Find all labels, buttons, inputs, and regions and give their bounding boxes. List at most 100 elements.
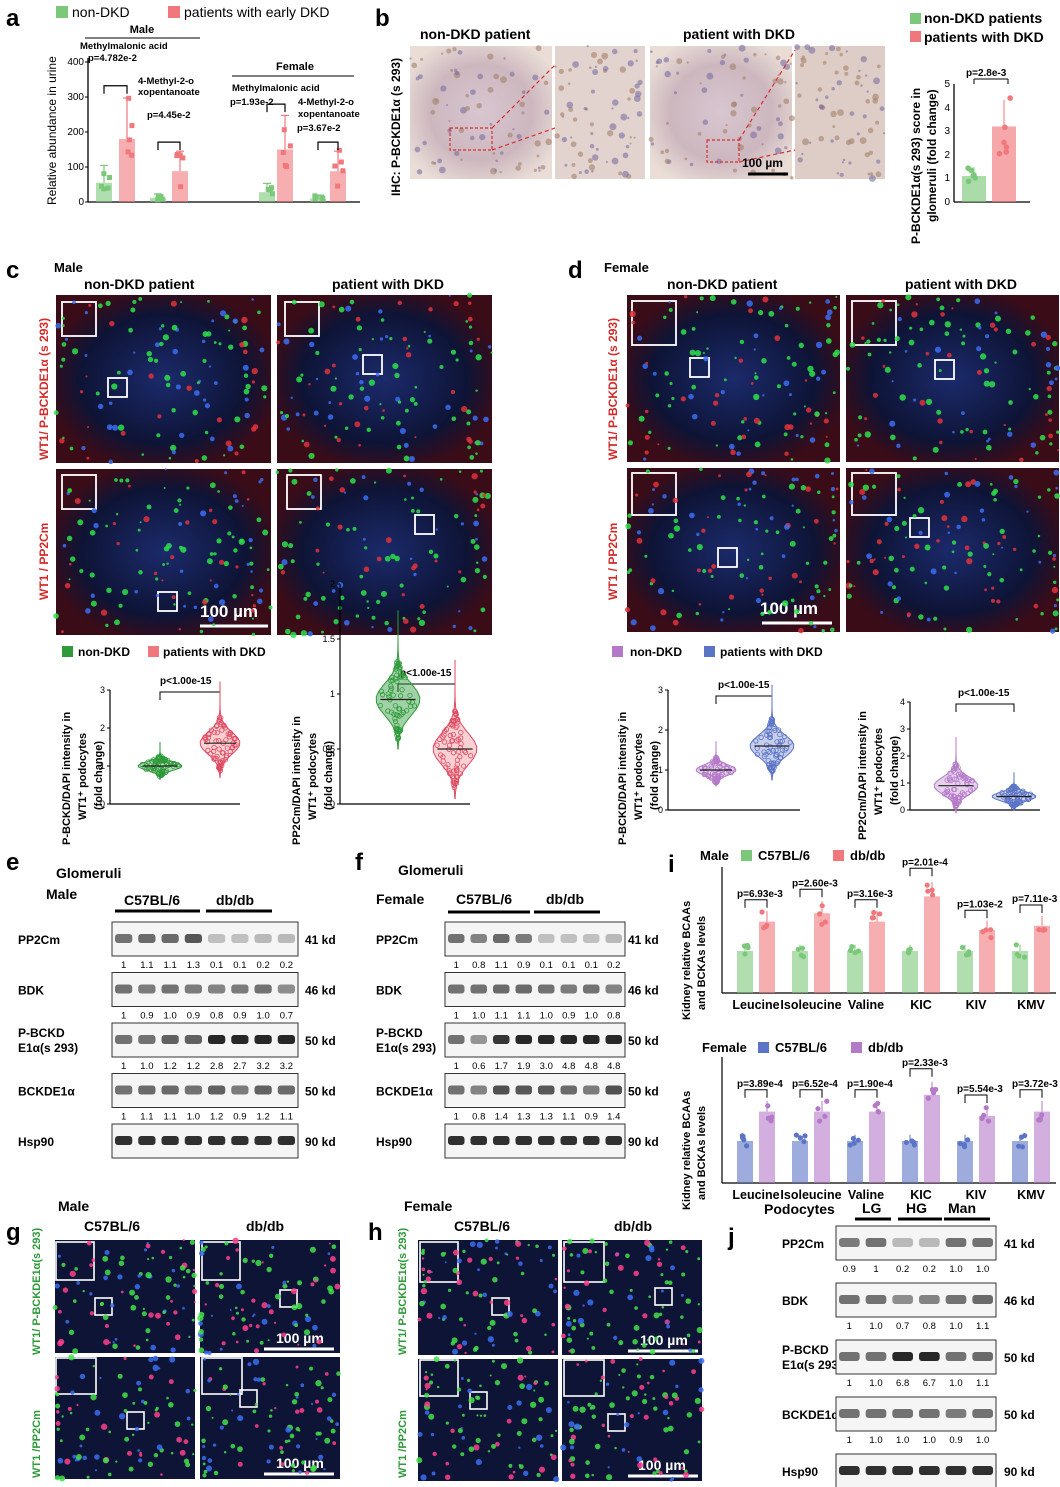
c-ylabel-2c: (fold change) bbox=[323, 741, 335, 810]
band-value: 4.8 bbox=[585, 1061, 598, 1072]
violin-point bbox=[1009, 801, 1015, 808]
i-point bbox=[929, 887, 935, 893]
violin-point bbox=[395, 735, 401, 741]
violin-point bbox=[411, 703, 418, 709]
tick-label: 0.5 bbox=[322, 744, 335, 754]
b-point bbox=[1007, 95, 1013, 101]
g-title-1: C57BL/6 bbox=[84, 1218, 140, 1234]
i-category: KIV bbox=[966, 1188, 988, 1202]
a-point bbox=[129, 123, 135, 129]
tick-label: 2 bbox=[658, 725, 663, 735]
i-pvalue: p=7.11e-3 bbox=[1012, 894, 1058, 905]
band-value: 1 bbox=[121, 1011, 126, 1022]
i-bar bbox=[814, 1111, 830, 1183]
d-title-nondkd: non-DKD patient bbox=[667, 276, 778, 292]
panel-a: non-DKD patients with early DKD Relative… bbox=[45, 4, 360, 208]
i-pvalue: p=2.33e-3 bbox=[902, 1058, 948, 1069]
d-micro-4 bbox=[846, 468, 1059, 632]
band-value: 3.0 bbox=[540, 1061, 553, 1072]
blot-band bbox=[231, 1035, 249, 1044]
c-row-label-1: WT1/ P-BCKDE1α (s 293) bbox=[37, 318, 51, 460]
d-pvalue-2: p<1.00e-15 bbox=[958, 688, 1010, 699]
i-bar bbox=[869, 1111, 885, 1183]
c-ylabel-1a: P-BCKD/DAPI intensity in bbox=[61, 711, 73, 845]
i-bar bbox=[792, 951, 808, 993]
i-sig-bracket bbox=[744, 899, 768, 908]
a-point bbox=[269, 185, 275, 191]
i-bar bbox=[792, 1141, 808, 1183]
blot-band bbox=[560, 1085, 577, 1095]
violin-point bbox=[219, 727, 225, 733]
band-value: 1.0 bbox=[187, 1112, 200, 1123]
i-bar bbox=[759, 1111, 775, 1183]
violin-point bbox=[408, 703, 414, 709]
violin-point bbox=[391, 711, 397, 717]
i-sig-bracket bbox=[744, 1089, 768, 1098]
c-ylabel-1c: (fold change) bbox=[93, 741, 105, 810]
panel-label-h: h bbox=[368, 1219, 383, 1246]
ihc-title-dkd: patient with DKD bbox=[683, 26, 795, 42]
i-sig-bracket bbox=[854, 899, 878, 908]
metabolite-2-female-b: xopentanoate bbox=[298, 109, 360, 120]
blot-band bbox=[115, 1085, 133, 1095]
i-ylabel-female-a: Kidney relative BCAAs bbox=[681, 1091, 693, 1210]
i-category: Leucine bbox=[732, 998, 779, 1012]
violin-point bbox=[139, 761, 145, 768]
violin-point bbox=[450, 723, 456, 729]
band-value: 0.9 bbox=[843, 1264, 856, 1275]
band-value: 1.0 bbox=[949, 1378, 962, 1389]
violin-point bbox=[782, 747, 788, 753]
violin-point bbox=[229, 745, 235, 751]
violin-point bbox=[216, 746, 222, 752]
h-scalebar-1: 100 µm bbox=[640, 1332, 688, 1348]
band-value: 0.7 bbox=[280, 1011, 293, 1022]
violin-point bbox=[758, 734, 764, 740]
c-row-label-2: WT1 / PP2Cm bbox=[37, 523, 51, 600]
band-value: 1.0 bbox=[585, 1011, 598, 1022]
g-sex: Male bbox=[58, 1198, 89, 1214]
g-row-label-1: WT1/ P-BCKDE1α(s 293) bbox=[31, 1227, 43, 1355]
band-value: 1.0 bbox=[472, 1011, 485, 1022]
blot-label: PP2Cm bbox=[18, 933, 60, 947]
d-micro-1 bbox=[627, 295, 840, 462]
i-bar bbox=[869, 921, 885, 993]
violin-point bbox=[1010, 790, 1016, 797]
blot-band bbox=[448, 984, 465, 994]
i-bar bbox=[979, 1115, 995, 1183]
i-bar bbox=[957, 1141, 973, 1183]
band-value: 0.9 bbox=[562, 1011, 575, 1022]
violin-point bbox=[219, 758, 226, 764]
violin-point bbox=[945, 788, 951, 795]
violin-point bbox=[452, 780, 458, 786]
violin-point bbox=[154, 764, 160, 770]
blot-band bbox=[945, 1466, 967, 1475]
blot-band bbox=[945, 1238, 967, 1247]
a-sig-bracket bbox=[103, 85, 128, 94]
band-value: 0.9 bbox=[233, 1011, 246, 1022]
band-value: 1 bbox=[847, 1378, 852, 1389]
y-axis-label: Relative abundance in urine bbox=[45, 56, 59, 205]
band-value: 1.0 bbox=[976, 1435, 989, 1446]
svg-text:300: 300 bbox=[67, 92, 84, 103]
i-point bbox=[871, 909, 877, 916]
kd-label: 41 kd bbox=[628, 933, 659, 947]
blot-band bbox=[161, 984, 179, 994]
d-micro-3 bbox=[627, 468, 840, 632]
i-point bbox=[877, 911, 883, 917]
i-point bbox=[852, 950, 858, 956]
band-value: 0.9 bbox=[233, 1112, 246, 1123]
blot-band bbox=[945, 1409, 967, 1418]
blot-band bbox=[892, 1409, 913, 1418]
tick-label: 2 bbox=[330, 579, 335, 589]
blot-band bbox=[138, 934, 156, 943]
kd-label: 46 kd bbox=[1004, 1294, 1035, 1308]
i-point bbox=[961, 1142, 967, 1148]
blot-band bbox=[231, 1136, 249, 1145]
i-male-sex: Male bbox=[700, 848, 729, 863]
band-value: 1.7 bbox=[495, 1061, 508, 1072]
violin-point bbox=[754, 751, 760, 757]
band-value: 1.2 bbox=[187, 1061, 200, 1072]
panel-i: Male C57BL/6 db/db Kidney relative BCAAs… bbox=[681, 848, 1058, 1210]
violin-point bbox=[441, 732, 447, 738]
i-point bbox=[743, 1143, 750, 1149]
